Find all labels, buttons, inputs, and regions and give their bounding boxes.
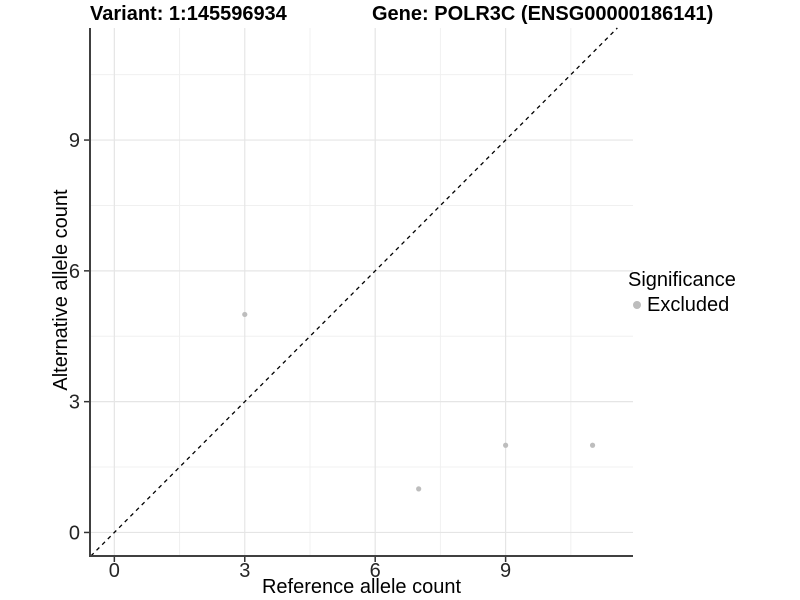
data-point — [242, 311, 248, 318]
y-axis-title: Alternative allele count — [50, 189, 72, 391]
legend-item-excluded: Excluded — [628, 293, 736, 317]
legend: Significance Excluded — [628, 268, 736, 317]
legend-point-icon — [633, 301, 641, 309]
y-tick-label: 0 — [69, 522, 80, 544]
plot-title-variant: Variant: 1:145596934 — [90, 3, 287, 25]
x-axis-title: Reference allele count — [261, 576, 461, 598]
x-tick-label: 9 — [500, 560, 511, 582]
x-tick-label: 3 — [239, 560, 250, 582]
data-point — [503, 442, 509, 448]
identity-line — [90, 27, 618, 557]
data-point — [416, 486, 422, 492]
y-tick-label: 3 — [69, 392, 80, 414]
x-tick-label: 6 — [370, 560, 381, 582]
plot-title-gene: Gene: POLR3C (ENSG00000186141) — [372, 3, 714, 25]
x-tick-label: 0 — [109, 560, 120, 582]
data-point — [589, 442, 596, 448]
legend-title: Significance — [628, 269, 736, 291]
y-tick-label: 6 — [69, 261, 80, 283]
y-tick-label: 9 — [69, 130, 80, 152]
legend-item-label: Excluded — [647, 294, 730, 316]
